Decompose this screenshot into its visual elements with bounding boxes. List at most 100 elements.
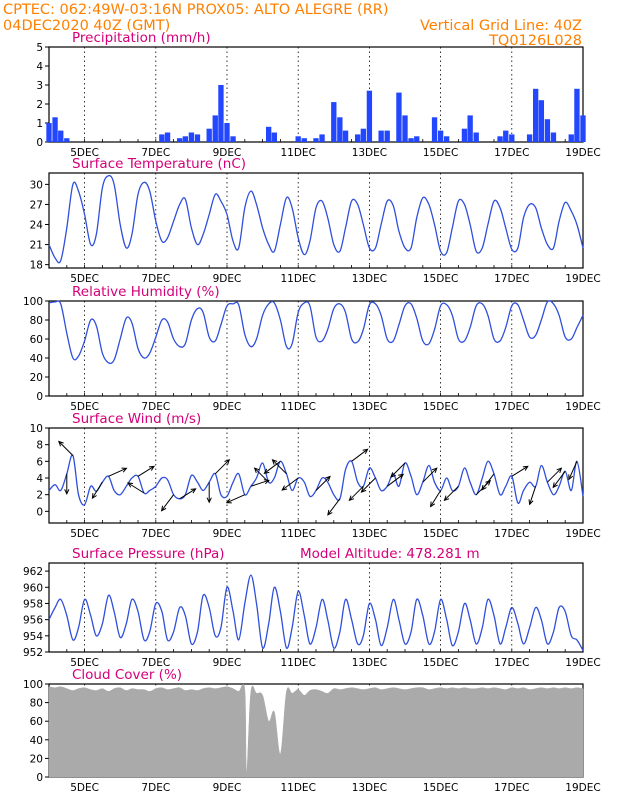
precipitation-y-tick-label: 0 (36, 137, 43, 149)
cloud_cover-x-tick-label: 15DEC (423, 782, 458, 794)
wind-arrow (390, 462, 406, 478)
temperature-x-tick-label: 17DEC (494, 273, 529, 285)
wind-arrow (348, 485, 364, 501)
precip-bar (384, 130, 390, 142)
header-station: CPTEC: 062:49W-03:16N PROX05: ALTO ALEGR… (3, 2, 389, 18)
cloud_cover-y-tick-label: 80 (30, 698, 43, 710)
wind-y-tick-label: 4 (36, 473, 43, 485)
humidity-y-tick-label: 100 (23, 296, 43, 308)
humidity-x-tick-label: 19DEC (565, 401, 600, 413)
cloud_cover-panel: Cloud Cover (%) 0 20 40 60 80 100 5DEC 7DEC 9DEC 1… (23, 667, 601, 794)
precip-bar (538, 100, 545, 142)
cloud_cover-x-tick-label: 7DEC (141, 782, 170, 794)
precipitation-x-tick-label: 13DEC (352, 147, 387, 159)
precip-bar (159, 134, 165, 142)
wind-arrow (214, 459, 230, 475)
header-grid-note: Vertical Grid Line: 40Z (420, 18, 582, 34)
wind-arrow-head (390, 472, 396, 478)
precip-bar (313, 138, 319, 142)
wind-arrow (547, 467, 562, 483)
wind-arrow (361, 477, 376, 493)
wind-x-tick-label: 11DEC (280, 528, 315, 540)
precipitation-x-tick-label: 7DEC (141, 147, 170, 159)
wind-x-tick-label: 19DEC (565, 528, 600, 540)
precip-bar (188, 132, 195, 142)
precip-bar (319, 134, 325, 142)
wind-arrow (327, 498, 341, 516)
wind-x-tick-label: 9DEC (213, 528, 242, 540)
temperature-y-tick-label: 21 (30, 240, 43, 252)
wind-arrow-head (160, 505, 167, 512)
precip-bar (164, 132, 171, 142)
precip-bar (342, 130, 349, 142)
pressure-x-tick-label: 7DEC (141, 657, 170, 669)
wind-arrow-head (348, 495, 355, 502)
wind-arrow (430, 490, 442, 507)
cloud_cover-y-tick-label: 20 (30, 753, 43, 765)
wind-arrow-head (225, 498, 232, 504)
humidity-y-tick-label: 60 (30, 334, 43, 346)
temperature-y-tick-label: 27 (30, 199, 43, 211)
wind-arrow-head (443, 495, 450, 502)
precip-bar (52, 117, 58, 142)
precipitation-x-tick-label: 9DEC (213, 147, 242, 159)
precipitation-x-tick-label: 15DEC (423, 147, 458, 159)
humidity-y-tick-label: 0 (36, 391, 43, 403)
precip-bar (473, 132, 479, 142)
humidity-x-tick-label: 15DEC (423, 401, 458, 413)
precip-bar (574, 88, 580, 142)
temperature-x-tick-label: 9DEC (213, 273, 242, 285)
humidity-x-tick-label: 9DEC (213, 401, 242, 413)
wind-y-tick-label: 6 (36, 456, 43, 468)
precipitation-y-tick-label: 2 (36, 99, 43, 111)
precip-bar (431, 117, 438, 142)
precip-bar (550, 132, 557, 142)
humidity-x-tick-label: 7DEC (141, 401, 170, 413)
wind-arrow-head (64, 489, 70, 495)
pressure-x-tick-label: 19DEC (565, 657, 600, 669)
header: CPTEC: 062:49W-03:16N PROX05: ALTO ALEGR… (3, 2, 582, 49)
cloud_cover-x-tick-label: 5DEC (70, 782, 99, 794)
wind-x-tick-label: 15DEC (423, 528, 458, 540)
cloud_cover-y-tick-label: 40 (30, 735, 43, 747)
precip-bar (437, 130, 444, 142)
wind-arrow (250, 479, 270, 487)
wind-arrow-head (58, 440, 64, 447)
wind-arrow-head (271, 459, 278, 465)
precipitation-x-tick-label: 11DEC (280, 147, 315, 159)
pressure-y-tick-label: 954 (23, 631, 43, 643)
precip-bar (230, 136, 236, 142)
wind-arrow (272, 459, 287, 475)
cloud_cover-x-tick-label: 9DEC (213, 782, 242, 794)
pressure-series-line (48, 574, 584, 651)
wind-arrow-head (263, 479, 270, 485)
precipitation-y-tick-label: 3 (36, 80, 43, 92)
humidity-y-tick-label: 20 (30, 372, 43, 384)
precip-bar (331, 102, 337, 142)
temperature-x-tick-label: 5DEC (70, 273, 99, 285)
temperature-x-tick-label: 7DEC (141, 273, 170, 285)
humidity-frame (48, 300, 584, 397)
humidity-title: Relative Humidity (%) (72, 284, 220, 300)
precipitation-panel: Precipitation (mm/h) 0 1 2 3 4 5 5DEC 7DEC 9DEC 11… (36, 30, 600, 159)
wind-arrow (511, 465, 529, 477)
temperature-x-tick-label: 11DEC (280, 273, 315, 285)
wind-y-tick-label: 2 (36, 490, 43, 502)
precip-bar (212, 115, 218, 142)
humidity-x-tick-label: 13DEC (352, 401, 387, 413)
cloud_cover-x-tick-label: 13DEC (352, 782, 387, 794)
wind-arrow (386, 473, 404, 487)
wind-arrow-head (327, 509, 333, 516)
pressure-annotation: Model Altitude: 478.281 m (300, 546, 480, 562)
wind-arrow (161, 494, 175, 511)
humidity-x-tick-label: 17DEC (494, 401, 529, 413)
wind-arrow-head (568, 474, 574, 481)
pressure-y-tick-label: 960 (23, 582, 43, 594)
cloud_cover-y-tick-label: 100 (23, 679, 43, 691)
temperature-panel: Surface Temperature (nC) 18 21 24 27 30 5DEC 7D… (30, 156, 601, 285)
precipitation-title: Precipitation (mm/h) (72, 30, 211, 46)
precip-bar (46, 123, 52, 142)
humidity-panel: Relative Humidity (%) 0 20 40 60 80 100 5DEC 7DE… (23, 284, 601, 413)
wind-arrow-head (362, 448, 369, 455)
